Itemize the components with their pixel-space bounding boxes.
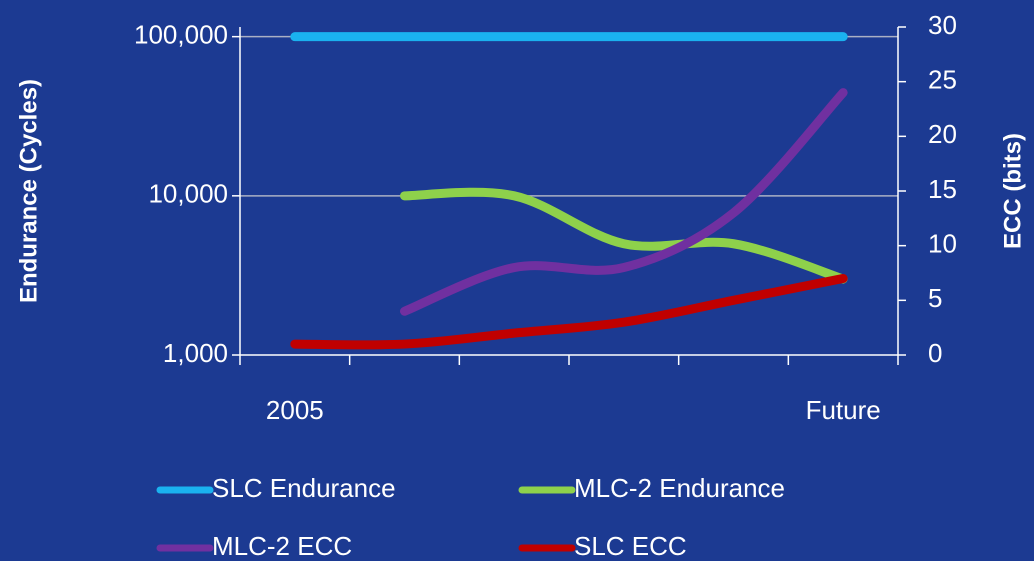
legend-label: SLC ECC xyxy=(574,531,687,561)
series-line xyxy=(400,88,848,316)
y2-tick-label: 25 xyxy=(928,65,957,95)
legend-label: MLC-2 Endurance xyxy=(574,473,785,503)
y2-tick-label: 30 xyxy=(928,10,957,40)
y2-tick-label: 5 xyxy=(928,283,942,313)
y2-tick-label: 20 xyxy=(928,119,957,149)
y2-tick-label: 15 xyxy=(928,174,957,204)
y2-tick-label: 0 xyxy=(928,338,942,368)
y-tick-label: 100,000 xyxy=(134,20,228,50)
legend-label: MLC-2 ECC xyxy=(212,531,352,561)
series-line xyxy=(290,273,848,350)
y-tick-label: 1,000 xyxy=(163,338,228,368)
series-line xyxy=(400,187,848,284)
y2-tick-label: 10 xyxy=(928,229,957,259)
y-axis-label: Endurance (Cycles) xyxy=(15,79,42,303)
x-tick-label: Future xyxy=(806,395,881,425)
x-tick-label: 2005 xyxy=(266,395,324,425)
legend-label: SLC Endurance xyxy=(212,473,396,503)
y2-axis-label: ECC (bits) xyxy=(999,133,1026,249)
y-tick-label: 10,000 xyxy=(148,179,228,209)
